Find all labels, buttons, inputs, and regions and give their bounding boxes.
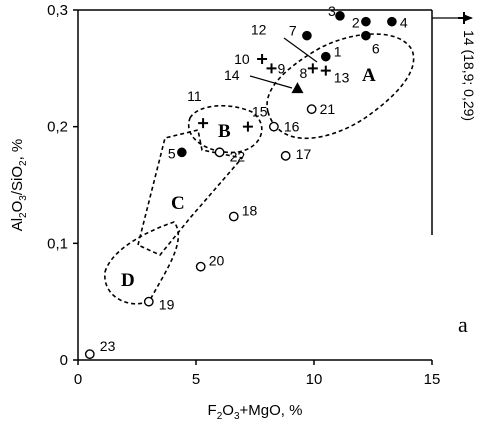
x-tick-label: 0 [74,371,82,388]
point-label-10: 10 [234,51,250,67]
y-tick-label: 0 [60,352,68,369]
point-label-4: 4 [400,15,408,31]
field-B-outline [187,104,263,154]
marker-open-circle-19 [143,296,154,307]
x-tick-label: 10 [306,371,323,388]
point-label-1: 1 [334,44,342,60]
field-D-outline [104,221,180,305]
offscale-label: 14 (18,9; 0,29) [461,30,477,121]
point-label-18: 18 [242,203,258,219]
point-label-16: 16 [284,119,300,135]
x-tick-label: 5 [192,371,200,388]
point-label-6: 6 [372,41,380,57]
y-tick-label: 0,3 [47,2,68,19]
x-axis-title: F2O3+MgO, % [208,402,303,422]
point-label-2: 2 [352,15,360,31]
field-label-A: A [362,65,376,86]
marker-open-circle-21 [306,104,317,115]
marker-filled-circle-2 [361,16,371,27]
marker-filled-circle-1 [321,51,331,62]
marker-plus-11 [198,118,209,129]
marker-filled-circle-3 [335,11,345,21]
panel-label: a [458,312,468,337]
marker-filled-circle-7 [302,30,312,41]
marker-plus-13 [320,65,331,76]
offscale-plus-marker [458,12,470,24]
point-label-13: 13 [334,70,350,86]
point-label-8: 8 [299,65,307,81]
point-label-7: 7 [289,23,297,39]
field-label-D: D [121,270,135,291]
point-label-19: 19 [159,297,175,313]
marker-open-circle-18 [228,211,239,222]
y-axis-title: Al2O3/SiO2, % [9,139,29,232]
field-label-C: C [171,193,185,214]
marker-filled-circle-4 [387,16,397,27]
marker-open-circle-20 [195,261,206,272]
marker-filled-circle-5 [177,147,187,158]
point-label-9: 9 [278,60,286,76]
marker-plus-15 [242,121,253,132]
marker-open-circle-23 [84,349,95,360]
y-tick-label: 0,1 [47,235,68,252]
marker-open-circle-22 [214,147,225,158]
axes [77,9,433,361]
field-C-outline [137,129,244,256]
data-markers [84,11,397,360]
field-label-B: B [218,121,231,142]
offscale-point-14: 14 (18,9; 0,29) [432,12,477,121]
marker-triangle-8 [291,82,304,94]
x-ticks: 0 5 10 15 [74,360,441,388]
point-label-20: 20 [209,253,225,269]
leader-line-14 [249,75,293,89]
y-ticks: 0 0,1 0,2 0,3 [47,2,78,369]
marker-plus-12 [307,63,318,74]
point-label-12: 12 [251,21,267,37]
marker-filled-circle-6 [361,30,371,41]
point-label-22: 22 [230,148,246,164]
x-tick-label: 15 [424,371,441,388]
point-label-11: 11 [187,88,202,104]
leader-line-12 [283,37,318,63]
point-label-15: 15 [252,104,268,120]
marker-plus-10 [257,54,268,64]
marker-plus-9 [266,63,277,74]
point-label-23: 23 [100,338,116,354]
point-label-5: 5 [168,145,176,161]
point-label-3: 3 [328,3,336,19]
y-tick-label: 0,2 [47,119,68,136]
point-label-17: 17 [296,146,312,162]
point-label-21: 21 [320,101,336,117]
marker-open-circle-16 [268,121,279,132]
point-label-14: 14 [224,67,240,83]
field-A-outline [266,33,415,140]
marker-open-circle-17 [280,150,291,161]
